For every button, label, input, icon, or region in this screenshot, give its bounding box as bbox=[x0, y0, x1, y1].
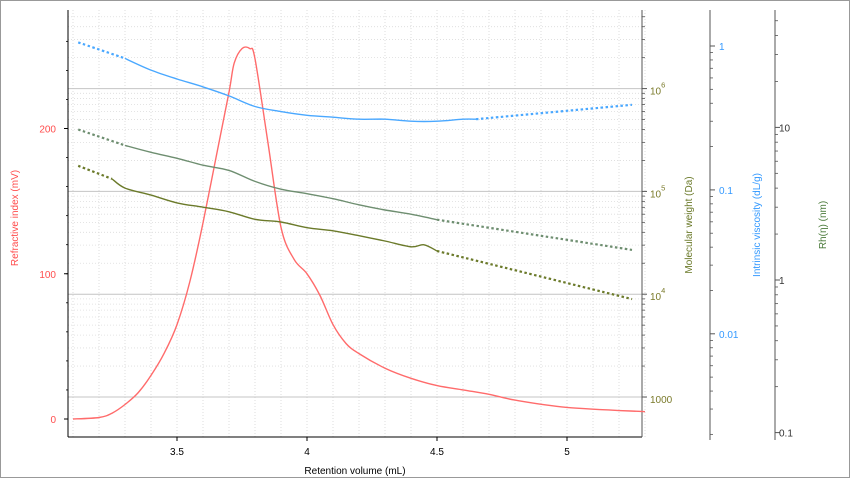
axes: 3.5 4 4.5 5 0 100 200 1000 104 105 106 0.01 0.1 1 0.1 1… bbox=[39, 10, 793, 458]
series-layer bbox=[72, 41, 646, 420]
rh-tick-label: 0.1 bbox=[779, 429, 793, 440]
ri-tick-label: 0 bbox=[50, 415, 56, 426]
x-axis-label: Retention volume (mL) bbox=[304, 466, 405, 477]
x-tick-label: 4.5 bbox=[430, 447, 444, 458]
iv-extrapolated-line bbox=[77, 41, 126, 60]
ri-axis-label: Refractive index (mV) bbox=[10, 170, 21, 266]
mw-axis-label: Molecular weight (Da) bbox=[684, 176, 695, 273]
iv-tick-label: 0.1 bbox=[719, 186, 733, 197]
ri-tick-label: 100 bbox=[39, 270, 56, 281]
rh-extrapolated-line bbox=[77, 164, 113, 180]
mw-extrapolated-line bbox=[436, 218, 633, 251]
mw-tick-label: 106 bbox=[650, 81, 665, 98]
iv-tick-label: 0.01 bbox=[719, 330, 739, 341]
mw-tick-label: 104 bbox=[650, 286, 665, 303]
ri-series-line bbox=[72, 46, 646, 420]
mw-series-line bbox=[124, 144, 438, 221]
mw-tick-label: 105 bbox=[650, 183, 665, 200]
rh-tick-label: 10 bbox=[779, 123, 791, 134]
rh-extrapolated-line bbox=[436, 249, 633, 301]
x-tick-label: 5 bbox=[564, 447, 570, 458]
iv-extrapolated-line bbox=[475, 103, 633, 121]
x-tick-label: 3.5 bbox=[170, 447, 184, 458]
iv-series-line bbox=[124, 57, 477, 123]
iv-tick-label: 1 bbox=[719, 42, 725, 53]
iv-axis-label: Intrinsic viscosity (dL/g) bbox=[752, 173, 763, 277]
mw-tick-label: 1000 bbox=[650, 395, 673, 406]
ri-tick-label: 200 bbox=[39, 125, 56, 136]
x-tick-label: 4 bbox=[304, 447, 310, 458]
mw-extrapolated-line bbox=[77, 128, 126, 147]
rh-tick-label: 1 bbox=[779, 276, 785, 287]
rh-series-line bbox=[111, 178, 438, 252]
rh-axis-label: Rh(η) (nm) bbox=[818, 201, 829, 249]
